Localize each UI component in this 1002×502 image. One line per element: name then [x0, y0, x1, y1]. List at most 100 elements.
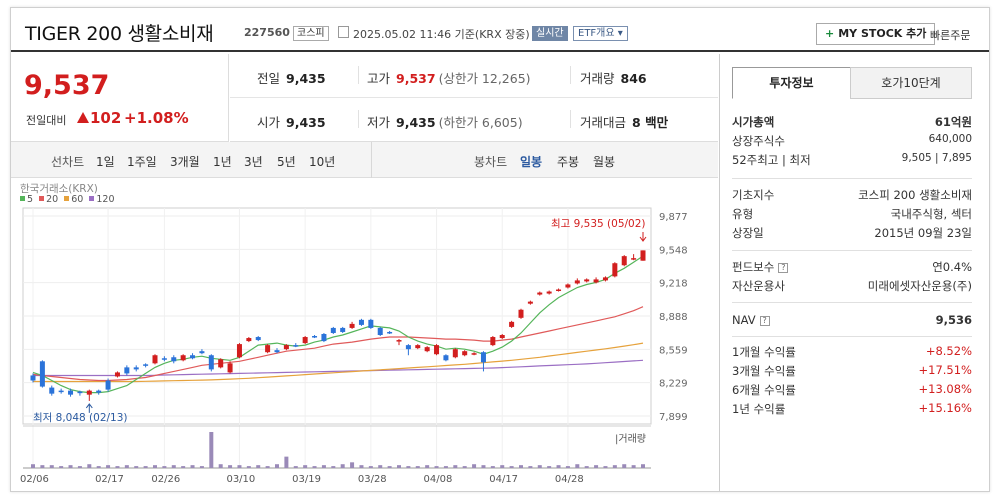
returns-group: 1개월 수익률 +8.52% 3개월 수익률 +17.51% 6개월 수익률 +13.…: [732, 336, 972, 418]
volume-bar: [462, 466, 467, 468]
y-tick-label: 8,888: [659, 312, 688, 323]
line-chart-tab[interactable]: 선차트: [51, 155, 85, 169]
plus-icon: +: [825, 27, 835, 40]
period-5y[interactable]: 5년: [277, 155, 296, 169]
tab-orderbook[interactable]: 호가10단계: [850, 67, 972, 99]
price-change-value: 102: [90, 109, 122, 127]
candle: [556, 289, 562, 292]
volume-bar: [575, 464, 580, 468]
volume-bar: [594, 465, 599, 468]
candle: [462, 351, 468, 356]
volume-bar: [40, 465, 45, 468]
x-tick-label: 02/26: [151, 474, 180, 485]
period-10y[interactable]: 10년: [309, 155, 336, 169]
candle: [584, 279, 590, 282]
candle: [161, 358, 167, 360]
candle: [274, 350, 280, 353]
volume-bar: [228, 465, 233, 468]
candle: [593, 279, 599, 283]
volume-bar: [31, 464, 35, 468]
candle: [527, 301, 533, 304]
etf-overview-dropdown[interactable]: ETF개요 ▾: [573, 26, 628, 41]
period-3y[interactable]: 3년: [244, 155, 263, 169]
volume-bar: [481, 465, 486, 468]
ma60-line: [33, 342, 644, 383]
candle: [227, 363, 233, 373]
candle: [96, 390, 102, 393]
candle: [68, 390, 74, 395]
volume-bar: [153, 465, 157, 468]
stock-widget: TIGER 200 생활소비재 227560 코스피 2025.05.02 11…: [10, 7, 990, 492]
candle-monthly[interactable]: 월봉: [593, 155, 616, 169]
volume-bar: [359, 465, 364, 468]
candle: [499, 335, 505, 339]
candle: [265, 345, 271, 353]
candle: [321, 333, 327, 342]
volume-bar: [246, 466, 251, 468]
help-icon[interactable]: ?: [778, 263, 789, 273]
stock-title: TIGER 200 생활소비재: [25, 23, 214, 45]
right-panel: 투자정보 호가10단계 시가총액 61억원 상장주식수 640,000 52주최고 …: [719, 54, 989, 491]
candle: [443, 355, 449, 361]
candle-daily[interactable]: 일봉: [520, 155, 543, 169]
candle: [246, 338, 252, 342]
volume-bar: [209, 432, 214, 468]
period-1w[interactable]: 1주일: [127, 155, 157, 169]
volume-bar: [631, 465, 636, 468]
realtime-badge[interactable]: 실시간: [532, 26, 568, 41]
info-row: 펀드보수? 연0.4%: [732, 260, 972, 274]
volume-bar: [321, 465, 326, 468]
volume-bar: [556, 465, 561, 468]
candle: [86, 390, 92, 395]
my-stock-add-button[interactable]: + MY STOCK 추가: [816, 23, 936, 45]
info-row: 시가총액 61억원: [732, 115, 972, 129]
volume-bar: [612, 465, 617, 468]
up-triangle-icon: [77, 112, 89, 123]
candle: [208, 355, 214, 370]
candle-chart-tab[interactable]: 봉차트: [474, 155, 508, 169]
stat-turnover: 거래대금 8 백만: [580, 115, 669, 130]
candle: [396, 340, 402, 342]
candle: [471, 353, 477, 355]
candle: [180, 355, 186, 361]
volume-bar: [96, 466, 101, 468]
candle: [387, 331, 393, 334]
volume-bar: [340, 464, 345, 468]
candle-weekly[interactable]: 주봉: [557, 155, 580, 169]
candle: [424, 347, 430, 352]
info-row: 상장주식수 640,000: [732, 133, 972, 148]
price-chart: 한국거래소(KRX) 5 20 60 120 9,877 9,548 9,218 8,…: [11, 178, 718, 491]
stat-prev-close: 전일 9,435: [257, 71, 326, 86]
candlestick-svg[interactable]: 9,877 9,548 9,218 8,888 8,559 8,229 7,899 02/06…: [11, 178, 718, 491]
period-3m[interactable]: 3개월: [170, 155, 200, 169]
low-annotation: 최저 8,048 (02/13): [33, 412, 128, 424]
candle: [358, 319, 364, 325]
header: TIGER 200 생활소비재 227560 코스피 2025.05.02 11…: [11, 8, 989, 52]
arrow-down-icon: [639, 232, 647, 242]
chart-source: 한국거래소(KRX): [20, 183, 98, 195]
volume-bar: [331, 466, 336, 468]
ma-legend: 5 20 60 120: [20, 194, 115, 205]
candle: [255, 337, 261, 341]
my-stock-label: MY STOCK 추가: [838, 27, 927, 40]
volume-bar: [472, 464, 477, 468]
volume-bar: [368, 466, 373, 468]
x-tick-label: 03/28: [358, 474, 387, 485]
candle: [49, 387, 55, 394]
candle: [340, 327, 346, 332]
candle: [434, 345, 440, 355]
info-row: 52주최고 | 최저 9,505 | 7,895: [732, 152, 972, 167]
volume-bar: [265, 466, 270, 468]
period-1d[interactable]: 1일: [96, 155, 115, 169]
tab-investment-info[interactable]: 투자정보: [732, 67, 851, 99]
change-label: 전일대비: [26, 114, 67, 127]
candle: [480, 352, 486, 363]
market-badge: 코스피: [293, 26, 329, 41]
period-1y[interactable]: 1년: [213, 155, 232, 169]
price-stats: 전일 9,435 고가 9,537 (상한가 12,265) 거래량 846 시가 9,4…: [230, 54, 718, 142]
volume-bar: [528, 466, 533, 468]
help-icon[interactable]: ?: [759, 316, 770, 326]
volume-bar: [171, 465, 176, 468]
fast-order-link[interactable]: 빠른주문: [930, 29, 971, 42]
ma20-line: [32, 306, 644, 382]
